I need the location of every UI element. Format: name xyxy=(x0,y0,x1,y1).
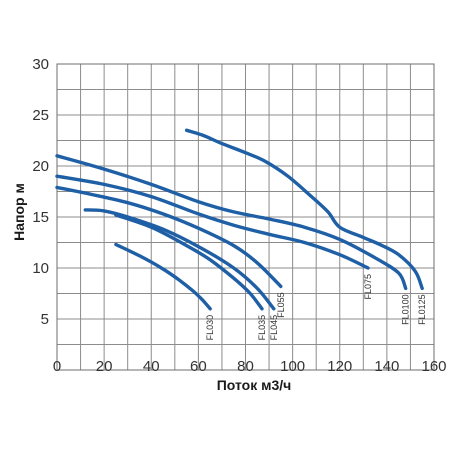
curve-fl0125 xyxy=(184,128,424,291)
x-tick-label: 40 xyxy=(143,358,160,375)
series-label-fl055: FL055 xyxy=(276,292,286,318)
series-curves xyxy=(55,128,424,311)
x-tick-label: 140 xyxy=(374,358,399,375)
series-label-fl0100: FL0100 xyxy=(401,294,411,325)
x-tick-label: 160 xyxy=(421,358,446,375)
series-label-fl045: FL045 xyxy=(269,315,279,341)
grid-lines xyxy=(56,63,435,371)
y-tick-label: 5 xyxy=(41,311,49,328)
x-axis-ticks: 0 20 40 60 80 100 120 140 160 xyxy=(53,358,447,375)
curve-fl045 xyxy=(83,208,276,311)
y-tick-label: 30 xyxy=(32,56,49,73)
x-tick-label: 0 xyxy=(53,358,61,375)
x-tick-label: 100 xyxy=(280,358,305,375)
curve-fl075 xyxy=(55,174,370,270)
curve-fl035 xyxy=(114,213,264,311)
x-tick-label: 120 xyxy=(327,358,352,375)
y-tick-label: 10 xyxy=(32,260,49,277)
x-axis-title: Поток м3/ч xyxy=(217,377,292,393)
series-label-fl075: FL075 xyxy=(363,274,373,300)
series-label-fl030: FL030 xyxy=(205,315,215,341)
y-axis-ticks: 5 10 15 20 25 30 xyxy=(32,56,49,328)
series-label-fl035: FL035 xyxy=(257,315,267,341)
y-tick-label: 15 xyxy=(32,209,49,226)
x-tick-label: 20 xyxy=(96,358,113,375)
y-tick-label: 20 xyxy=(32,158,49,175)
y-axis-title: Напор м xyxy=(11,183,27,241)
plot-frame xyxy=(56,63,435,371)
series-label-fl0125: FL0125 xyxy=(417,294,427,325)
x-tick-label: 60 xyxy=(190,358,207,375)
x-tick-label: 80 xyxy=(237,358,254,375)
curve-fl0100 xyxy=(55,154,408,291)
curve-fl030 xyxy=(114,242,212,311)
y-tick-label: 25 xyxy=(32,107,49,124)
curve-fl055 xyxy=(55,185,283,289)
